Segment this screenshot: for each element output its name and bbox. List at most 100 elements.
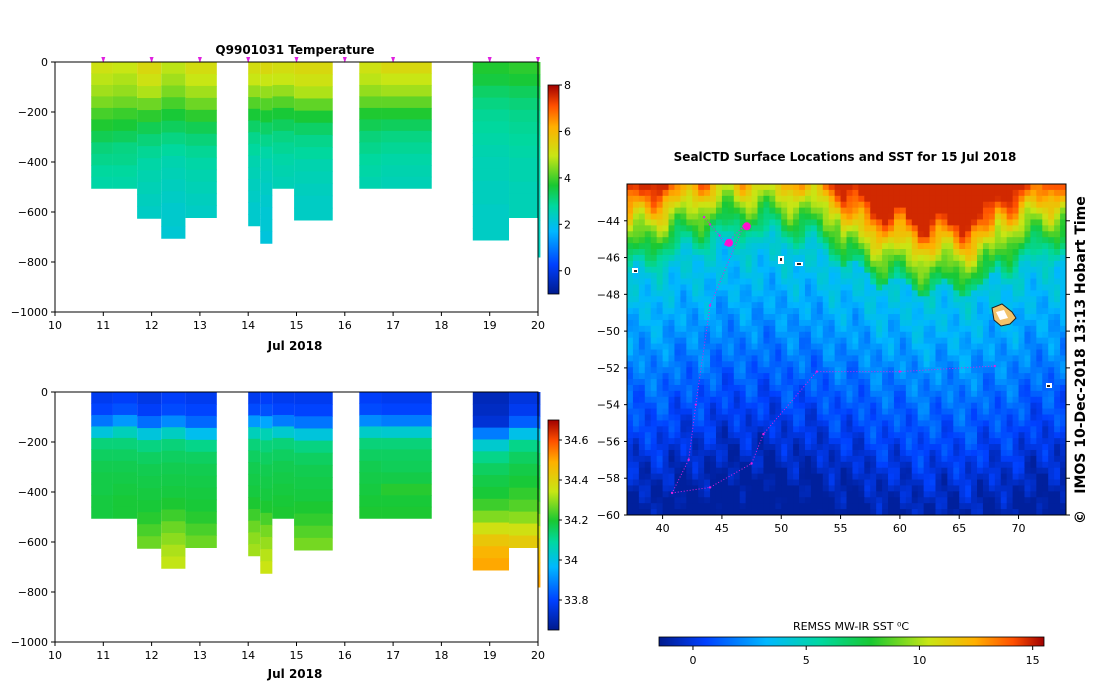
sst-cell — [858, 302, 865, 309]
sst-cell — [870, 479, 877, 487]
sst-cell — [692, 408, 699, 416]
sst-cell — [656, 266, 664, 274]
sst-cell — [757, 444, 765, 451]
sst-cell — [775, 284, 782, 291]
sst-cell — [971, 314, 978, 321]
sst-cell — [882, 355, 889, 362]
sst-cell — [644, 473, 652, 481]
sst-cell — [698, 337, 705, 345]
temp-cell — [359, 176, 382, 189]
temp-cell — [112, 96, 138, 109]
sst-cell — [988, 296, 996, 303]
sal-cell — [359, 495, 382, 508]
sst-cell — [763, 467, 770, 475]
sst-cell — [1036, 503, 1043, 510]
sst-cell — [698, 308, 705, 315]
temp-cell — [381, 130, 432, 143]
temp-cell — [294, 183, 333, 197]
sst-cell — [1048, 296, 1055, 303]
sst-cell — [882, 497, 889, 504]
sst-cell — [959, 314, 966, 321]
sst-cell — [715, 290, 723, 297]
sst-cell — [757, 195, 765, 203]
sst-cell — [656, 432, 664, 439]
sst-cell — [632, 491, 640, 498]
x-tick-label: 14 — [241, 319, 255, 332]
sst-cell — [710, 467, 717, 475]
sst-cell — [751, 420, 759, 427]
sal-cell — [359, 506, 382, 519]
sst-cell — [686, 367, 693, 374]
colorbar-tick-label: 34.2 — [564, 514, 589, 527]
sst-cell — [1000, 278, 1008, 286]
sst-cell — [638, 479, 646, 487]
sst-cell — [692, 402, 699, 410]
sst-cell — [929, 455, 937, 463]
sst-cell — [1042, 361, 1049, 368]
sst-cell — [692, 272, 699, 280]
temp-cell — [359, 119, 382, 132]
sst-cell — [888, 266, 895, 274]
sst-cell — [799, 325, 806, 333]
sst-cell — [1036, 408, 1043, 416]
sst-cell — [988, 290, 996, 297]
sst-cell — [1006, 343, 1014, 351]
sst-cell — [763, 509, 770, 515]
sst-cell — [917, 479, 925, 487]
sst-cell — [959, 201, 966, 209]
sst-cell — [650, 467, 658, 475]
sst-cell — [852, 237, 859, 244]
sst-cell — [650, 373, 658, 380]
sst-cell — [727, 455, 735, 463]
sst-cell — [846, 367, 854, 374]
sst-cell — [704, 361, 711, 368]
sst-cell — [1060, 444, 1066, 451]
sst-cell — [721, 402, 729, 410]
sst-cell — [627, 384, 634, 392]
sst-cell — [733, 473, 741, 481]
sst-cell — [686, 290, 693, 297]
sst-cell — [674, 509, 681, 515]
colorbar-tick-label: 2 — [564, 218, 571, 231]
sst-cell — [822, 266, 830, 274]
island-kerguelen — [991, 303, 1017, 327]
sst-cell — [977, 485, 984, 492]
sst-cell — [627, 420, 634, 427]
sst-cell — [686, 390, 693, 398]
sst-cell — [769, 213, 776, 221]
sst-cell — [947, 449, 954, 457]
sst-cell — [799, 384, 806, 392]
sst-cell — [876, 384, 883, 392]
sst-cell — [840, 503, 848, 510]
sst-cell — [994, 379, 1002, 386]
sst-cell — [935, 219, 943, 226]
sst-cell — [870, 325, 877, 333]
sst-cell — [745, 384, 753, 392]
sst-cell — [840, 396, 848, 404]
sst-cell — [721, 237, 729, 244]
sst-cell — [834, 243, 842, 250]
sst-cell — [965, 296, 972, 303]
sst-cell — [704, 355, 711, 362]
sst-cell — [834, 402, 842, 410]
sst-cell — [1018, 254, 1026, 262]
sst-cell — [715, 278, 723, 286]
sst-cell — [727, 308, 735, 315]
sst-cell — [804, 278, 812, 286]
sst-cell — [781, 414, 788, 422]
sst-cell — [988, 201, 996, 209]
sst-cell — [982, 296, 990, 303]
sst-cell — [632, 195, 640, 203]
sst-cell — [627, 254, 634, 262]
sst-cell — [769, 461, 776, 469]
sst-cell — [644, 461, 652, 469]
sst-cell — [757, 184, 765, 191]
sst-cell — [757, 319, 765, 327]
sst-cell — [959, 414, 966, 422]
sst-cell — [816, 426, 824, 433]
sst-cell — [662, 420, 670, 427]
sst-cell — [953, 396, 960, 404]
temp-cell — [91, 176, 113, 189]
sst-cell — [864, 249, 871, 256]
sst-cell — [864, 379, 871, 386]
